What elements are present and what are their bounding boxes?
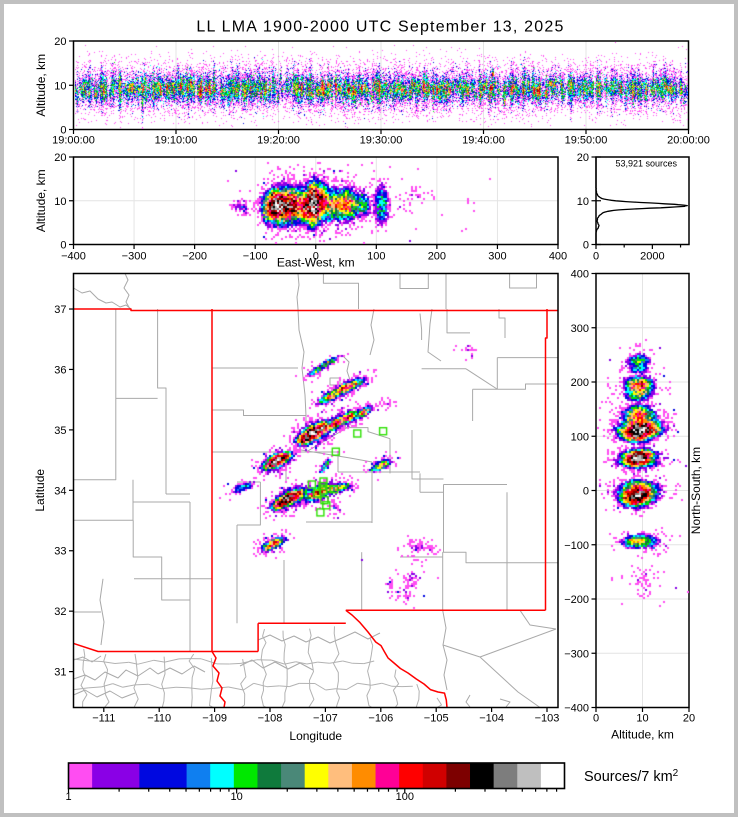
svg-text:LL LMA 1900-2000 UTC September: LL LMA 1900-2000 UTC September 13, 2025 bbox=[196, 19, 564, 36]
svg-text:−105: −105 bbox=[424, 713, 449, 725]
svg-text:33: 33 bbox=[54, 546, 66, 558]
svg-text:19:20:00: 19:20:00 bbox=[257, 135, 300, 147]
svg-text:20: 20 bbox=[577, 152, 589, 164]
svg-text:300: 300 bbox=[571, 323, 589, 335]
svg-text:0: 0 bbox=[313, 251, 319, 263]
svg-text:−107: −107 bbox=[313, 713, 338, 725]
svg-text:300: 300 bbox=[488, 251, 506, 263]
svg-text:10: 10 bbox=[54, 80, 66, 92]
svg-text:−110: −110 bbox=[147, 713, 171, 725]
svg-text:100: 100 bbox=[396, 791, 414, 803]
svg-text:−100: −100 bbox=[564, 540, 589, 552]
svg-text:Altitude, km: Altitude, km bbox=[34, 169, 48, 232]
svg-text:−400: −400 bbox=[564, 703, 589, 715]
svg-text:400: 400 bbox=[571, 269, 589, 281]
svg-text:53,921 sources: 53,921 sources bbox=[615, 159, 677, 169]
svg-text:19:40:00: 19:40:00 bbox=[462, 135, 505, 147]
svg-text:−200: −200 bbox=[182, 251, 207, 263]
svg-text:−108: −108 bbox=[258, 713, 283, 725]
svg-text:20:00:00: 20:00:00 bbox=[667, 135, 710, 147]
svg-text:0: 0 bbox=[593, 251, 599, 263]
svg-text:20: 20 bbox=[54, 36, 66, 48]
svg-text:−104: −104 bbox=[479, 713, 504, 725]
svg-text:Latitude: Latitude bbox=[33, 469, 47, 512]
svg-text:Altitude, km: Altitude, km bbox=[611, 728, 674, 742]
svg-text:32: 32 bbox=[54, 606, 66, 618]
svg-text:10: 10 bbox=[577, 196, 589, 208]
svg-text:31: 31 bbox=[54, 667, 66, 679]
svg-text:−200: −200 bbox=[564, 594, 589, 606]
svg-text:Sources/7 km2: Sources/7 km2 bbox=[584, 768, 679, 786]
svg-text:North-South, km: North-South, km bbox=[689, 447, 703, 534]
svg-text:1: 1 bbox=[65, 791, 71, 803]
svg-text:200: 200 bbox=[571, 377, 589, 389]
svg-text:−100: −100 bbox=[243, 251, 268, 263]
svg-text:19:00:00: 19:00:00 bbox=[52, 135, 95, 147]
svg-text:−300: −300 bbox=[122, 251, 147, 263]
svg-text:Longitude: Longitude bbox=[289, 729, 342, 743]
svg-text:100: 100 bbox=[367, 251, 385, 263]
svg-text:0: 0 bbox=[583, 240, 589, 252]
svg-text:0: 0 bbox=[60, 125, 66, 137]
svg-text:0: 0 bbox=[60, 240, 66, 252]
svg-text:34: 34 bbox=[54, 485, 66, 497]
svg-text:36: 36 bbox=[54, 364, 66, 376]
svg-text:Altitude, km: Altitude, km bbox=[34, 54, 48, 117]
svg-text:East-West, km: East-West, km bbox=[277, 256, 355, 270]
svg-text:0: 0 bbox=[583, 486, 589, 498]
svg-text:−111: −111 bbox=[92, 713, 115, 725]
svg-text:19:50:00: 19:50:00 bbox=[565, 135, 608, 147]
svg-text:2000: 2000 bbox=[640, 251, 664, 263]
svg-text:35: 35 bbox=[54, 425, 66, 437]
svg-text:10: 10 bbox=[636, 713, 648, 725]
svg-text:10: 10 bbox=[231, 791, 243, 803]
svg-text:19:30:00: 19:30:00 bbox=[360, 135, 403, 147]
svg-text:0: 0 bbox=[593, 713, 599, 725]
svg-text:37: 37 bbox=[54, 304, 66, 316]
svg-text:−109: −109 bbox=[202, 713, 227, 725]
svg-text:20: 20 bbox=[54, 152, 66, 164]
svg-text:200: 200 bbox=[428, 251, 446, 263]
svg-text:400: 400 bbox=[549, 251, 567, 263]
svg-text:100: 100 bbox=[571, 431, 589, 443]
svg-text:−400: −400 bbox=[61, 251, 86, 263]
svg-text:20: 20 bbox=[683, 713, 695, 725]
svg-text:10: 10 bbox=[54, 196, 66, 208]
svg-text:19:10:00: 19:10:00 bbox=[155, 135, 198, 147]
svg-text:−103: −103 bbox=[535, 713, 560, 725]
svg-text:−106: −106 bbox=[368, 713, 393, 725]
svg-text:−300: −300 bbox=[564, 648, 589, 660]
